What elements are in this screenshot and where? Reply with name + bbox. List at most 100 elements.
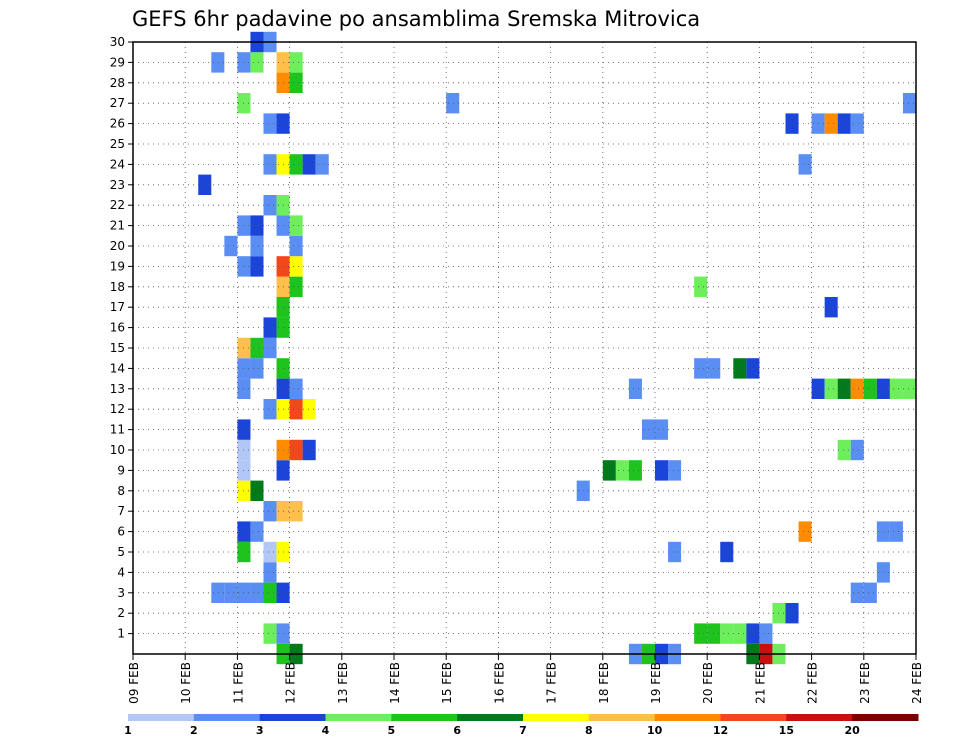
heatmap-cell <box>889 378 903 399</box>
y-tick-label: 21 <box>110 219 125 233</box>
heatmap-cell <box>263 541 277 563</box>
heatmap-cell <box>720 541 734 563</box>
heatmap-cell <box>289 52 303 73</box>
y-tick-label: 6 <box>117 525 125 539</box>
heatmap-cell <box>837 378 851 399</box>
heatmap-cell <box>263 337 277 359</box>
x-axis: 09 FEB 10 FEB 11 FEB 12 FEB 13 FEB 14 FEB 15 F… <box>127 654 924 704</box>
heatmap-cell <box>211 582 225 603</box>
heatmap-cell <box>798 521 812 542</box>
x-tick-label: 17 FEB <box>545 662 559 704</box>
x-tick-label: 10 FEB <box>179 662 193 704</box>
colorbar-label: 20 <box>845 724 861 737</box>
colorbar-swatch <box>457 714 524 721</box>
x-tick-label: 22 FEB <box>806 662 820 704</box>
x-tick-label: 21 FEB <box>753 662 767 704</box>
y-tick-label: 25 <box>110 137 125 151</box>
heatmap-cell <box>211 52 225 73</box>
colorbar-swatch <box>852 714 919 721</box>
heatmap-cell <box>655 419 669 440</box>
heatmap-cell <box>289 399 303 420</box>
heatmap-cell <box>263 623 277 644</box>
heatmap-cell <box>863 378 877 399</box>
x-tick-label: 18 FEB <box>597 662 611 704</box>
x-tick-label: 09 FEB <box>127 662 141 704</box>
heatmap-cell <box>289 154 303 175</box>
heatmap-cell <box>289 378 303 399</box>
chart-title: GEFS 6hr padavine po ansamblima Sremska … <box>132 7 700 31</box>
heatmap-cell <box>733 623 747 644</box>
colorbar-swatch <box>325 714 392 721</box>
heatmap-cell <box>720 623 734 644</box>
heatmap-cell <box>289 72 303 93</box>
heatmap-cell <box>263 582 277 603</box>
y-tick-label: 8 <box>117 484 125 498</box>
y-tick-label: 27 <box>110 96 125 110</box>
heatmap-cell <box>263 501 277 522</box>
colorbar-label: 3 <box>256 724 264 737</box>
y-tick-label: 13 <box>110 382 125 396</box>
heatmap-cell <box>694 623 708 644</box>
heatmap-cell <box>289 501 303 522</box>
heatmap-cell <box>289 215 303 236</box>
heatmap-cell <box>837 439 851 461</box>
heatmap-cell <box>746 623 760 644</box>
colorbar-label: 5 <box>388 724 396 737</box>
y-tick-label: 1 <box>117 627 125 641</box>
heatmap-cell <box>289 235 303 257</box>
y-tick-label: 29 <box>110 55 125 69</box>
y-tick-label: 9 <box>117 463 125 477</box>
heatmap-cell <box>850 378 864 399</box>
y-tick-label: 26 <box>110 117 125 131</box>
y-tick-label: 22 <box>110 198 125 212</box>
y-tick-label: 4 <box>117 565 125 579</box>
heatmap-cell <box>655 460 669 481</box>
heatmap-cell <box>628 378 642 399</box>
y-tick-label: 20 <box>110 239 125 253</box>
heatmap-cell <box>785 113 799 134</box>
colorbar-label: 8 <box>585 724 593 737</box>
colorbar-label: 6 <box>453 724 461 737</box>
colorbar-label: 7 <box>519 724 527 737</box>
x-tick-label: 12 FEB <box>284 662 298 704</box>
colorbar-label: 1 <box>124 724 132 737</box>
x-tick-label: 13 FEB <box>336 662 350 704</box>
y-tick-label: 5 <box>117 545 125 559</box>
heatmap-cell <box>302 154 316 175</box>
heatmap-cell <box>263 399 277 420</box>
y-tick-label: 19 <box>110 259 125 273</box>
colorbar-label: 2 <box>190 724 198 737</box>
colorbar-swatch <box>259 714 326 721</box>
heatmap-cell <box>263 113 277 134</box>
heatmap-cell <box>850 582 864 603</box>
heatmap-cell <box>289 276 303 297</box>
colorbar-swatch <box>786 714 853 721</box>
colorbar-swatch <box>523 714 590 721</box>
heatmap-cell <box>902 378 916 399</box>
heatmap-cell <box>263 317 277 338</box>
heatmap-cell <box>837 113 851 134</box>
colorbar: 1 2 3 4 5 6 7 8 10 12 15 20 <box>124 714 919 737</box>
heatmap-cell <box>889 521 903 542</box>
colorbar-swatch <box>391 714 458 721</box>
heatmap-cell <box>850 439 864 461</box>
heatmap-cell <box>250 256 264 277</box>
heatmap-cell <box>863 582 877 603</box>
x-tick-label: 23 FEB <box>858 662 872 704</box>
x-tick-label: 11 FEB <box>231 662 245 704</box>
y-tick-label: 16 <box>110 321 125 335</box>
heatmap-cell <box>302 399 316 420</box>
heatmap-cell <box>733 358 747 379</box>
y-tick-label: 12 <box>110 402 125 416</box>
heatmap-cell <box>263 154 277 175</box>
heatmap-cell <box>759 623 773 644</box>
heatmap-cell <box>628 460 642 481</box>
heatmap-cell <box>263 195 277 216</box>
y-tick-label: 24 <box>110 157 125 171</box>
x-tick-label: 15 FEB <box>440 662 454 704</box>
y-tick-label: 23 <box>110 178 125 192</box>
colorbar-swatch <box>128 714 195 721</box>
heatmap-cell <box>850 113 864 134</box>
colorbar-swatch <box>720 714 787 721</box>
